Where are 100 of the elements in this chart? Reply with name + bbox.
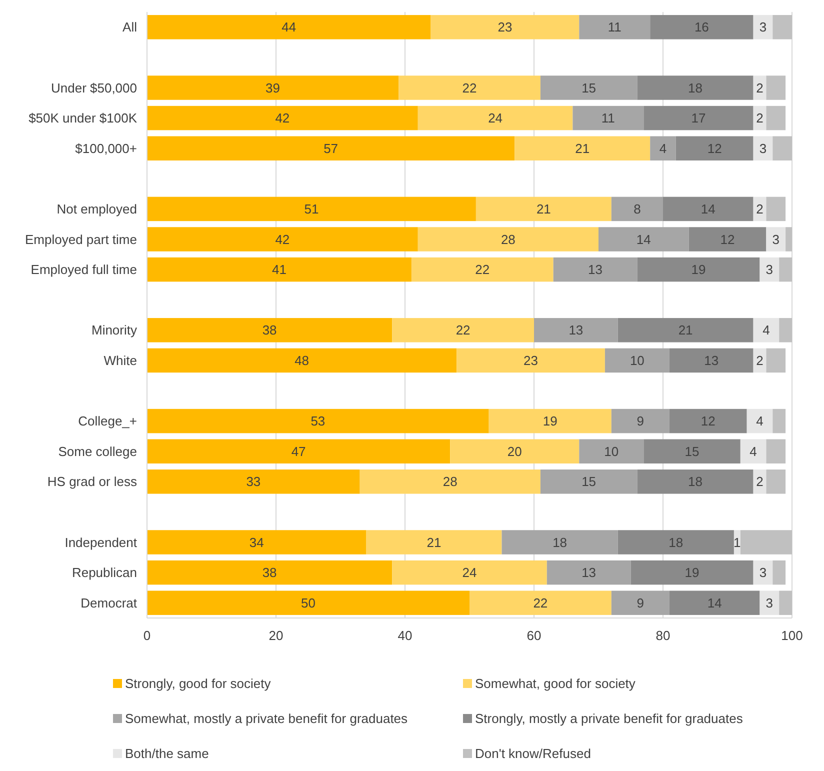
data-label: 39 bbox=[266, 80, 280, 96]
y-tick-label: Republican bbox=[72, 565, 137, 580]
bar bbox=[418, 227, 598, 252]
bar bbox=[669, 590, 760, 615]
data-label: 4 bbox=[750, 444, 757, 459]
bar bbox=[418, 106, 573, 130]
data-label: 8 bbox=[634, 202, 641, 216]
data-label: 28 bbox=[500, 232, 516, 247]
x-tick-label: 80 bbox=[656, 628, 670, 643]
bar bbox=[650, 15, 754, 40]
legend-label: Strongly, good for society bbox=[125, 676, 272, 691]
data-label: 24 bbox=[488, 110, 503, 126]
bar bbox=[579, 439, 644, 464]
bar bbox=[392, 318, 534, 342]
bar bbox=[753, 560, 773, 585]
bar bbox=[644, 439, 740, 464]
x-tick-label: 0 bbox=[143, 628, 151, 643]
y-tick-label: HS grad or less bbox=[47, 474, 138, 490]
bar bbox=[772, 560, 786, 585]
y-tick-label: $50K under $100K bbox=[28, 110, 138, 126]
bar bbox=[147, 470, 360, 494]
data-label: 13 bbox=[704, 353, 719, 368]
bar bbox=[147, 439, 450, 464]
data-label: 3 bbox=[759, 20, 767, 35]
legend-label: Don't know/Refused bbox=[475, 746, 591, 761]
bar bbox=[147, 348, 457, 373]
bar bbox=[488, 408, 612, 434]
bar bbox=[546, 560, 631, 585]
bar bbox=[470, 590, 612, 615]
bar bbox=[611, 408, 670, 434]
legend-label: Somewhat, good for society bbox=[475, 676, 636, 691]
bar bbox=[766, 227, 786, 252]
data-label: 42 bbox=[275, 110, 290, 126]
data-label: 11 bbox=[601, 110, 615, 126]
data-label: 16 bbox=[694, 20, 709, 35]
bar bbox=[456, 348, 605, 373]
bar bbox=[366, 530, 502, 554]
bar bbox=[766, 470, 786, 494]
data-label: 10 bbox=[604, 444, 619, 459]
y-tick-label: $100,000+ bbox=[75, 140, 137, 156]
data-label: 24 bbox=[462, 565, 477, 580]
bar bbox=[688, 227, 766, 252]
bar bbox=[766, 76, 786, 100]
bar bbox=[746, 408, 773, 434]
y-tick-label: Democrat bbox=[80, 595, 138, 610]
data-label: 53 bbox=[310, 414, 326, 429]
data-label: 20 bbox=[507, 444, 522, 459]
bar bbox=[618, 318, 754, 342]
x-tick-label: 60 bbox=[526, 628, 542, 643]
bar bbox=[392, 560, 547, 585]
data-label: 2 bbox=[756, 110, 764, 126]
bar bbox=[676, 136, 754, 160]
data-label: 19 bbox=[684, 565, 700, 580]
data-label: 3 bbox=[772, 232, 780, 247]
data-label: 18 bbox=[688, 474, 702, 490]
y-tick-label: College_+ bbox=[78, 414, 137, 429]
bar bbox=[753, 318, 780, 342]
bar bbox=[740, 530, 792, 554]
data-label: 23 bbox=[498, 20, 512, 35]
data-label: 28 bbox=[442, 474, 458, 490]
bar bbox=[360, 470, 540, 494]
bar bbox=[540, 470, 638, 494]
bar bbox=[637, 257, 760, 282]
data-label: 23 bbox=[524, 353, 538, 368]
data-label: 3 bbox=[759, 565, 767, 580]
data-label: 14 bbox=[636, 232, 651, 247]
y-tick-label: Some college bbox=[58, 444, 137, 459]
data-label: 22 bbox=[462, 80, 477, 96]
x-tick-label: 100 bbox=[781, 628, 803, 643]
data-label: 3 bbox=[766, 262, 774, 278]
data-label: 51 bbox=[304, 202, 319, 216]
data-label: 41 bbox=[272, 262, 286, 278]
legend-label: Strongly, mostly a private benefit for graduates bbox=[475, 711, 744, 726]
data-label: 22 bbox=[456, 322, 470, 338]
data-label: 4 bbox=[659, 140, 667, 156]
y-tick-label: Minority bbox=[91, 322, 138, 338]
data-label: 47 bbox=[291, 444, 306, 459]
data-label: 18 bbox=[668, 534, 684, 550]
bar bbox=[411, 257, 554, 282]
bar bbox=[147, 318, 392, 342]
data-label: 15 bbox=[582, 80, 596, 96]
data-label: 22 bbox=[475, 262, 490, 278]
bar bbox=[598, 227, 689, 252]
data-label: 2 bbox=[756, 202, 764, 216]
bar bbox=[760, 257, 780, 282]
bar bbox=[779, 257, 792, 282]
data-label: 10 bbox=[630, 353, 644, 368]
bar bbox=[779, 590, 792, 615]
bar bbox=[611, 590, 670, 615]
data-label: 18 bbox=[552, 534, 568, 550]
bar bbox=[637, 470, 754, 494]
data-label: 19 bbox=[691, 262, 706, 278]
data-label: 17 bbox=[691, 110, 706, 126]
bar bbox=[553, 257, 638, 282]
bar bbox=[740, 439, 766, 464]
data-label: 21 bbox=[426, 534, 442, 550]
data-label: 42 bbox=[275, 232, 290, 247]
bar bbox=[534, 318, 618, 342]
data-label: 33 bbox=[246, 474, 261, 490]
bar bbox=[147, 227, 418, 252]
